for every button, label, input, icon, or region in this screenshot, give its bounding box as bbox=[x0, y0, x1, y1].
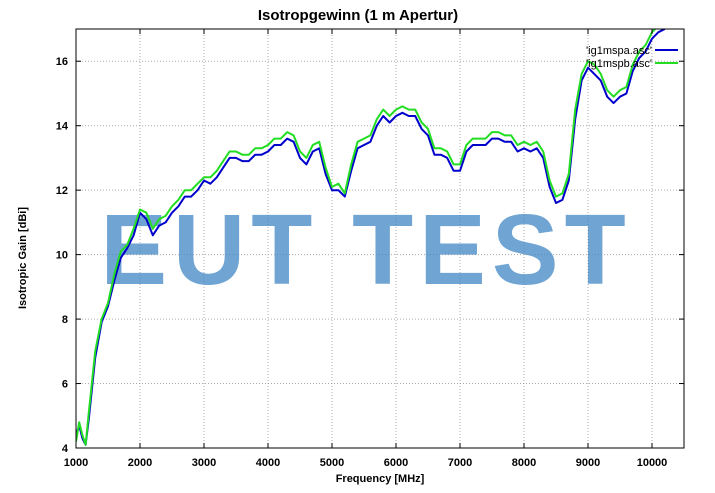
x-tick-label: 2000 bbox=[128, 457, 152, 469]
x-axis-label: Frequency [MHz] bbox=[336, 473, 425, 485]
x-tick-label: 7000 bbox=[448, 457, 472, 469]
x-tick-label: 9000 bbox=[576, 457, 600, 469]
y-tick-label: 4 bbox=[62, 443, 69, 455]
chart-title: Isotropgewinn (1 m Apertur) bbox=[258, 7, 458, 24]
y-tick-label: 16 bbox=[56, 56, 68, 68]
ticks: 1000 2000 3000 4000 5000 6000 7000 8000 9000 1000… bbox=[56, 29, 684, 469]
y-axis-label: Isotropic Gain [dBi] bbox=[17, 207, 29, 309]
y-tick-label: 8 bbox=[62, 314, 68, 326]
x-tick-label: 6000 bbox=[384, 457, 408, 469]
y-tick-label: 10 bbox=[56, 250, 68, 262]
legend: 'ig1mspa.asc''ig1mspb.asc' bbox=[586, 45, 678, 70]
watermark: EUT TEST bbox=[100, 194, 631, 306]
watermark-layer: EUT TEST bbox=[100, 194, 631, 306]
legend-label-1: 'ig1mspa.asc' bbox=[586, 45, 652, 57]
y-tick-label: 6 bbox=[62, 379, 68, 391]
series-layer bbox=[76, 29, 666, 446]
x-tick-label: 1000 bbox=[64, 457, 88, 469]
x-tick-label: 3000 bbox=[192, 457, 216, 469]
x-tick-label: 10000 bbox=[637, 457, 668, 469]
series-line-1 bbox=[76, 29, 666, 446]
grid bbox=[75, 29, 684, 449]
x-tick-label: 8000 bbox=[512, 457, 536, 469]
y-tick-label: 14 bbox=[56, 121, 69, 133]
y-tick-label: 12 bbox=[56, 185, 68, 197]
series-line-2 bbox=[76, 29, 657, 446]
x-tick-label: 4000 bbox=[256, 457, 280, 469]
x-tick-label: 5000 bbox=[320, 457, 344, 469]
legend-label-2: 'ig1mspb.asc' bbox=[586, 58, 652, 70]
plot-frame bbox=[75, 28, 685, 449]
